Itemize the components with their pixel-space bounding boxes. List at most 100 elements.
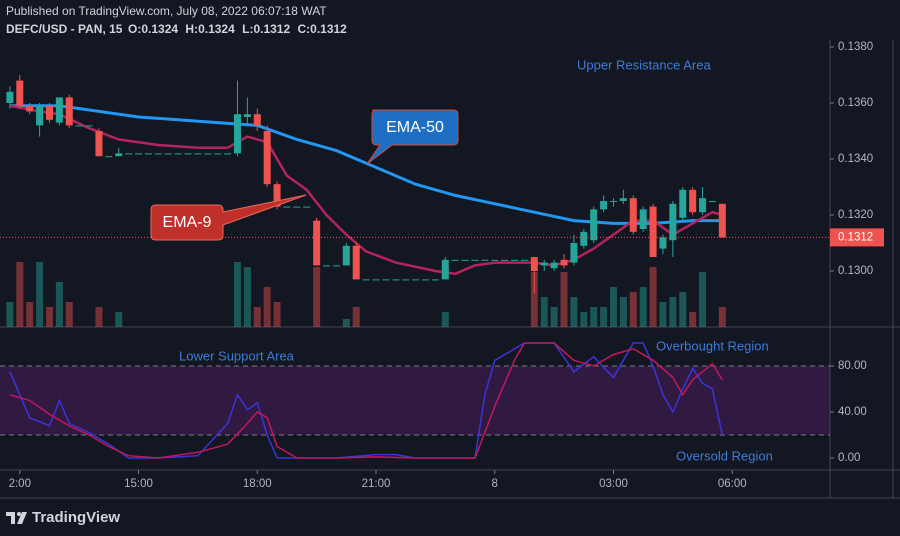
ohlc-label: O: <box>128 22 141 36</box>
volume-bar <box>233 262 241 327</box>
candle-body <box>263 131 271 185</box>
candle-body <box>194 153 202 155</box>
logo-mark <box>6 512 27 524</box>
candle-body <box>55 97 63 123</box>
candle-body <box>135 153 143 155</box>
candle-body <box>441 259 449 280</box>
candle-body <box>362 279 370 281</box>
candle-body <box>491 259 499 261</box>
annotation: Upper Resistance Area <box>577 57 711 72</box>
annotation: Overbought Region <box>656 338 769 353</box>
volume-bar <box>65 302 73 327</box>
candle-body <box>431 279 439 281</box>
candle-body <box>471 259 479 261</box>
candle-body <box>461 259 469 261</box>
volume-bar <box>639 287 647 327</box>
y-tick-label: 0.1320 <box>838 209 873 221</box>
band <box>0 366 830 436</box>
ohlc-value: 0.1324 <box>141 22 178 36</box>
volume-bar <box>26 302 34 327</box>
candle-body <box>511 259 519 261</box>
candle-body <box>283 206 291 208</box>
ohlc-value: 0.1324 <box>198 22 235 36</box>
volume-bar <box>36 262 44 327</box>
candle-body <box>115 153 123 157</box>
x-tick-label: 06:00 <box>718 478 747 490</box>
candle-body <box>600 201 608 210</box>
candle-body <box>708 201 716 202</box>
annotation: Oversold Region <box>676 448 773 463</box>
y-tick-label: 0.1340 <box>838 153 873 165</box>
candle-body <box>75 125 83 127</box>
candle-body <box>224 153 232 155</box>
volume-bar <box>540 297 548 327</box>
volume-bar <box>550 307 558 327</box>
callout-box <box>150 194 307 241</box>
candle-body <box>530 257 538 271</box>
y-tick-label: 40.00 <box>838 406 867 418</box>
volume-bar <box>263 287 271 327</box>
callout-box <box>366 109 459 165</box>
y-tick-label: 0.1380 <box>838 41 873 53</box>
candle-body <box>570 243 578 263</box>
candle-body <box>85 125 93 127</box>
volume-bar <box>115 312 123 327</box>
candle-body <box>323 265 331 267</box>
volume-bar <box>689 312 697 327</box>
volume-bar <box>699 272 707 327</box>
candle-body <box>649 206 657 257</box>
volume-bar <box>95 307 103 327</box>
candle-body <box>45 105 53 120</box>
candle-body <box>669 203 677 241</box>
volume-bar <box>580 312 588 327</box>
volume-bar <box>570 297 578 327</box>
volume-bar <box>45 307 53 327</box>
candle-body <box>313 220 321 266</box>
candle-body <box>214 153 222 155</box>
candle-body <box>629 198 637 232</box>
volume-bar <box>441 312 449 327</box>
volume-bar <box>530 272 538 327</box>
volume-bar <box>55 282 63 327</box>
candle-body <box>164 153 172 155</box>
candle-body <box>174 153 182 155</box>
volume-bar <box>659 302 667 327</box>
candle-body <box>699 198 707 213</box>
x-tick-label: 21:00 <box>362 478 391 490</box>
candle-body <box>639 209 647 229</box>
ohlc-value: 0.1312 <box>253 22 290 36</box>
x-tick-label: 15:00 <box>124 478 153 490</box>
candle-body <box>679 189 687 218</box>
candle-body <box>184 153 192 155</box>
volume-bar <box>649 267 657 327</box>
callout-label: EMA-50 <box>386 119 444 136</box>
oscillator-line <box>9 342 723 459</box>
candle-body <box>550 262 558 269</box>
candle-body <box>303 206 311 208</box>
candle-body <box>402 279 410 281</box>
volume-bar <box>342 319 350 327</box>
candle-body <box>65 97 73 126</box>
candle-body <box>659 237 667 249</box>
candle-body <box>718 203 726 238</box>
logo-dot <box>17 512 21 516</box>
volume-bar <box>619 297 627 327</box>
ohlc-value: 0.1312 <box>310 22 347 36</box>
candle-body <box>412 279 420 281</box>
candle-body <box>392 279 400 281</box>
volume-bar <box>273 302 281 327</box>
y-tick-label: 0.1360 <box>838 97 873 109</box>
volume-bar <box>16 262 24 327</box>
candle-body <box>590 209 598 241</box>
volume-bar <box>590 307 598 327</box>
last-price-tag <box>830 228 884 247</box>
ohlc-label: C: <box>297 22 310 36</box>
y-tick-label: 80.00 <box>838 360 867 372</box>
candle-body <box>520 259 528 261</box>
volume-bar <box>313 267 321 327</box>
volume-bar <box>669 297 677 327</box>
candle-body <box>342 245 350 266</box>
volume-bar <box>609 287 617 327</box>
